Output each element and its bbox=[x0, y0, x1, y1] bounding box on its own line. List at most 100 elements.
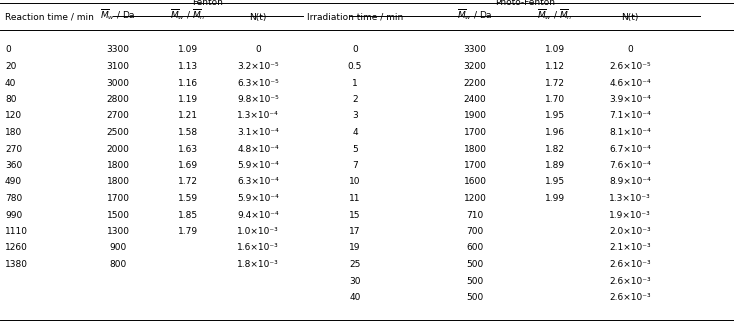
Text: 500: 500 bbox=[466, 293, 484, 302]
Text: 19: 19 bbox=[349, 244, 360, 253]
Text: 2.6×10⁻³: 2.6×10⁻³ bbox=[609, 293, 651, 302]
Text: 3.2×10⁻⁵: 3.2×10⁻⁵ bbox=[237, 62, 279, 71]
Text: 0: 0 bbox=[627, 46, 633, 54]
Text: 1900: 1900 bbox=[463, 111, 487, 121]
Text: 1700: 1700 bbox=[106, 194, 129, 203]
Text: 500: 500 bbox=[466, 276, 484, 286]
Text: 1200: 1200 bbox=[464, 194, 487, 203]
Text: 2800: 2800 bbox=[106, 95, 129, 104]
Text: 3000: 3000 bbox=[106, 79, 129, 87]
Text: Reaction time / min: Reaction time / min bbox=[5, 13, 94, 22]
Text: 1.72: 1.72 bbox=[545, 79, 565, 87]
Text: Fenton: Fenton bbox=[192, 0, 223, 7]
Text: 2.6×10⁻³: 2.6×10⁻³ bbox=[609, 260, 651, 269]
Text: 0: 0 bbox=[5, 46, 11, 54]
Text: 120: 120 bbox=[5, 111, 22, 121]
Text: $\overline{M}_w$ / Da: $\overline{M}_w$ / Da bbox=[457, 7, 493, 22]
Text: 180: 180 bbox=[5, 128, 22, 137]
Text: 4.6×10⁻⁴: 4.6×10⁻⁴ bbox=[609, 79, 651, 87]
Text: 1.85: 1.85 bbox=[178, 211, 198, 219]
Text: 1500: 1500 bbox=[106, 211, 129, 219]
Text: 1800: 1800 bbox=[106, 177, 129, 186]
Text: 9.4×10⁻⁴: 9.4×10⁻⁴ bbox=[237, 211, 279, 219]
Text: 1.0×10⁻³: 1.0×10⁻³ bbox=[237, 227, 279, 236]
Text: 10: 10 bbox=[349, 177, 360, 186]
Text: 3.9×10⁻⁴: 3.9×10⁻⁴ bbox=[609, 95, 651, 104]
Text: 1700: 1700 bbox=[463, 128, 487, 137]
Text: 1260: 1260 bbox=[5, 244, 28, 253]
Text: 1.99: 1.99 bbox=[545, 194, 565, 203]
Text: 0.5: 0.5 bbox=[348, 62, 362, 71]
Text: 17: 17 bbox=[349, 227, 360, 236]
Text: 1.16: 1.16 bbox=[178, 79, 198, 87]
Text: 7.1×10⁻⁴: 7.1×10⁻⁴ bbox=[609, 111, 651, 121]
Text: 7: 7 bbox=[352, 161, 358, 170]
Text: 710: 710 bbox=[466, 211, 484, 219]
Text: 3.1×10⁻⁴: 3.1×10⁻⁴ bbox=[237, 128, 279, 137]
Text: 3200: 3200 bbox=[464, 62, 487, 71]
Text: 1.09: 1.09 bbox=[545, 46, 565, 54]
Text: 1.82: 1.82 bbox=[545, 144, 565, 154]
Text: 25: 25 bbox=[349, 260, 360, 269]
Text: N(t): N(t) bbox=[621, 13, 639, 22]
Text: $\overline{M}_w$ / Da: $\overline{M}_w$ / Da bbox=[100, 7, 136, 22]
Text: 6.3×10⁻⁴: 6.3×10⁻⁴ bbox=[237, 177, 279, 186]
Text: 6.3×10⁻⁵: 6.3×10⁻⁵ bbox=[237, 79, 279, 87]
Text: 1.70: 1.70 bbox=[545, 95, 565, 104]
Text: 1.6×10⁻³: 1.6×10⁻³ bbox=[237, 244, 279, 253]
Text: 1.95: 1.95 bbox=[545, 111, 565, 121]
Text: 1.12: 1.12 bbox=[545, 62, 565, 71]
Text: 1.3×10⁻⁴: 1.3×10⁻⁴ bbox=[237, 111, 279, 121]
Text: 1.58: 1.58 bbox=[178, 128, 198, 137]
Text: 2.0×10⁻³: 2.0×10⁻³ bbox=[609, 227, 651, 236]
Text: $\overline{M}_w$ / $\overline{M}_n$: $\overline{M}_w$ / $\overline{M}_n$ bbox=[170, 7, 206, 22]
Text: 1.59: 1.59 bbox=[178, 194, 198, 203]
Text: 3300: 3300 bbox=[106, 46, 129, 54]
Text: 900: 900 bbox=[109, 244, 127, 253]
Text: 700: 700 bbox=[466, 227, 484, 236]
Text: 2.6×10⁻³: 2.6×10⁻³ bbox=[609, 276, 651, 286]
Text: 1.79: 1.79 bbox=[178, 227, 198, 236]
Text: 1.95: 1.95 bbox=[545, 177, 565, 186]
Text: 9.8×10⁻⁵: 9.8×10⁻⁵ bbox=[237, 95, 279, 104]
Text: 40: 40 bbox=[349, 293, 360, 302]
Text: 1.96: 1.96 bbox=[545, 128, 565, 137]
Text: 4: 4 bbox=[352, 128, 357, 137]
Text: 2700: 2700 bbox=[106, 111, 129, 121]
Text: 1.89: 1.89 bbox=[545, 161, 565, 170]
Text: 2: 2 bbox=[352, 95, 357, 104]
Text: 780: 780 bbox=[5, 194, 22, 203]
Text: Photo-Fenton: Photo-Fenton bbox=[495, 0, 555, 7]
Text: 600: 600 bbox=[466, 244, 484, 253]
Text: 1700: 1700 bbox=[463, 161, 487, 170]
Text: 2400: 2400 bbox=[464, 95, 487, 104]
Text: 1800: 1800 bbox=[463, 144, 487, 154]
Text: 1.69: 1.69 bbox=[178, 161, 198, 170]
Text: 15: 15 bbox=[349, 211, 360, 219]
Text: 1.63: 1.63 bbox=[178, 144, 198, 154]
Text: 0: 0 bbox=[255, 46, 261, 54]
Text: 5: 5 bbox=[352, 144, 358, 154]
Text: 500: 500 bbox=[466, 260, 484, 269]
Text: 1: 1 bbox=[352, 79, 358, 87]
Text: 1.19: 1.19 bbox=[178, 95, 198, 104]
Text: 360: 360 bbox=[5, 161, 22, 170]
Text: 80: 80 bbox=[5, 95, 16, 104]
Text: 5.9×10⁻⁴: 5.9×10⁻⁴ bbox=[237, 161, 279, 170]
Text: $\overline{M}_w$ / $\overline{M}_n$: $\overline{M}_w$ / $\overline{M}_n$ bbox=[537, 7, 573, 22]
Text: 1.09: 1.09 bbox=[178, 46, 198, 54]
Text: 3300: 3300 bbox=[463, 46, 487, 54]
Text: 40: 40 bbox=[5, 79, 16, 87]
Text: 6.7×10⁻⁴: 6.7×10⁻⁴ bbox=[609, 144, 651, 154]
Text: 1600: 1600 bbox=[463, 177, 487, 186]
Text: 1380: 1380 bbox=[5, 260, 28, 269]
Text: 800: 800 bbox=[109, 260, 127, 269]
Text: 3: 3 bbox=[352, 111, 358, 121]
Text: 4.8×10⁻⁴: 4.8×10⁻⁴ bbox=[237, 144, 279, 154]
Text: 2200: 2200 bbox=[464, 79, 487, 87]
Text: 0: 0 bbox=[352, 46, 358, 54]
Text: 8.1×10⁻⁴: 8.1×10⁻⁴ bbox=[609, 128, 651, 137]
Text: 1110: 1110 bbox=[5, 227, 28, 236]
Text: 1.8×10⁻³: 1.8×10⁻³ bbox=[237, 260, 279, 269]
Text: 1.9×10⁻³: 1.9×10⁻³ bbox=[609, 211, 651, 219]
